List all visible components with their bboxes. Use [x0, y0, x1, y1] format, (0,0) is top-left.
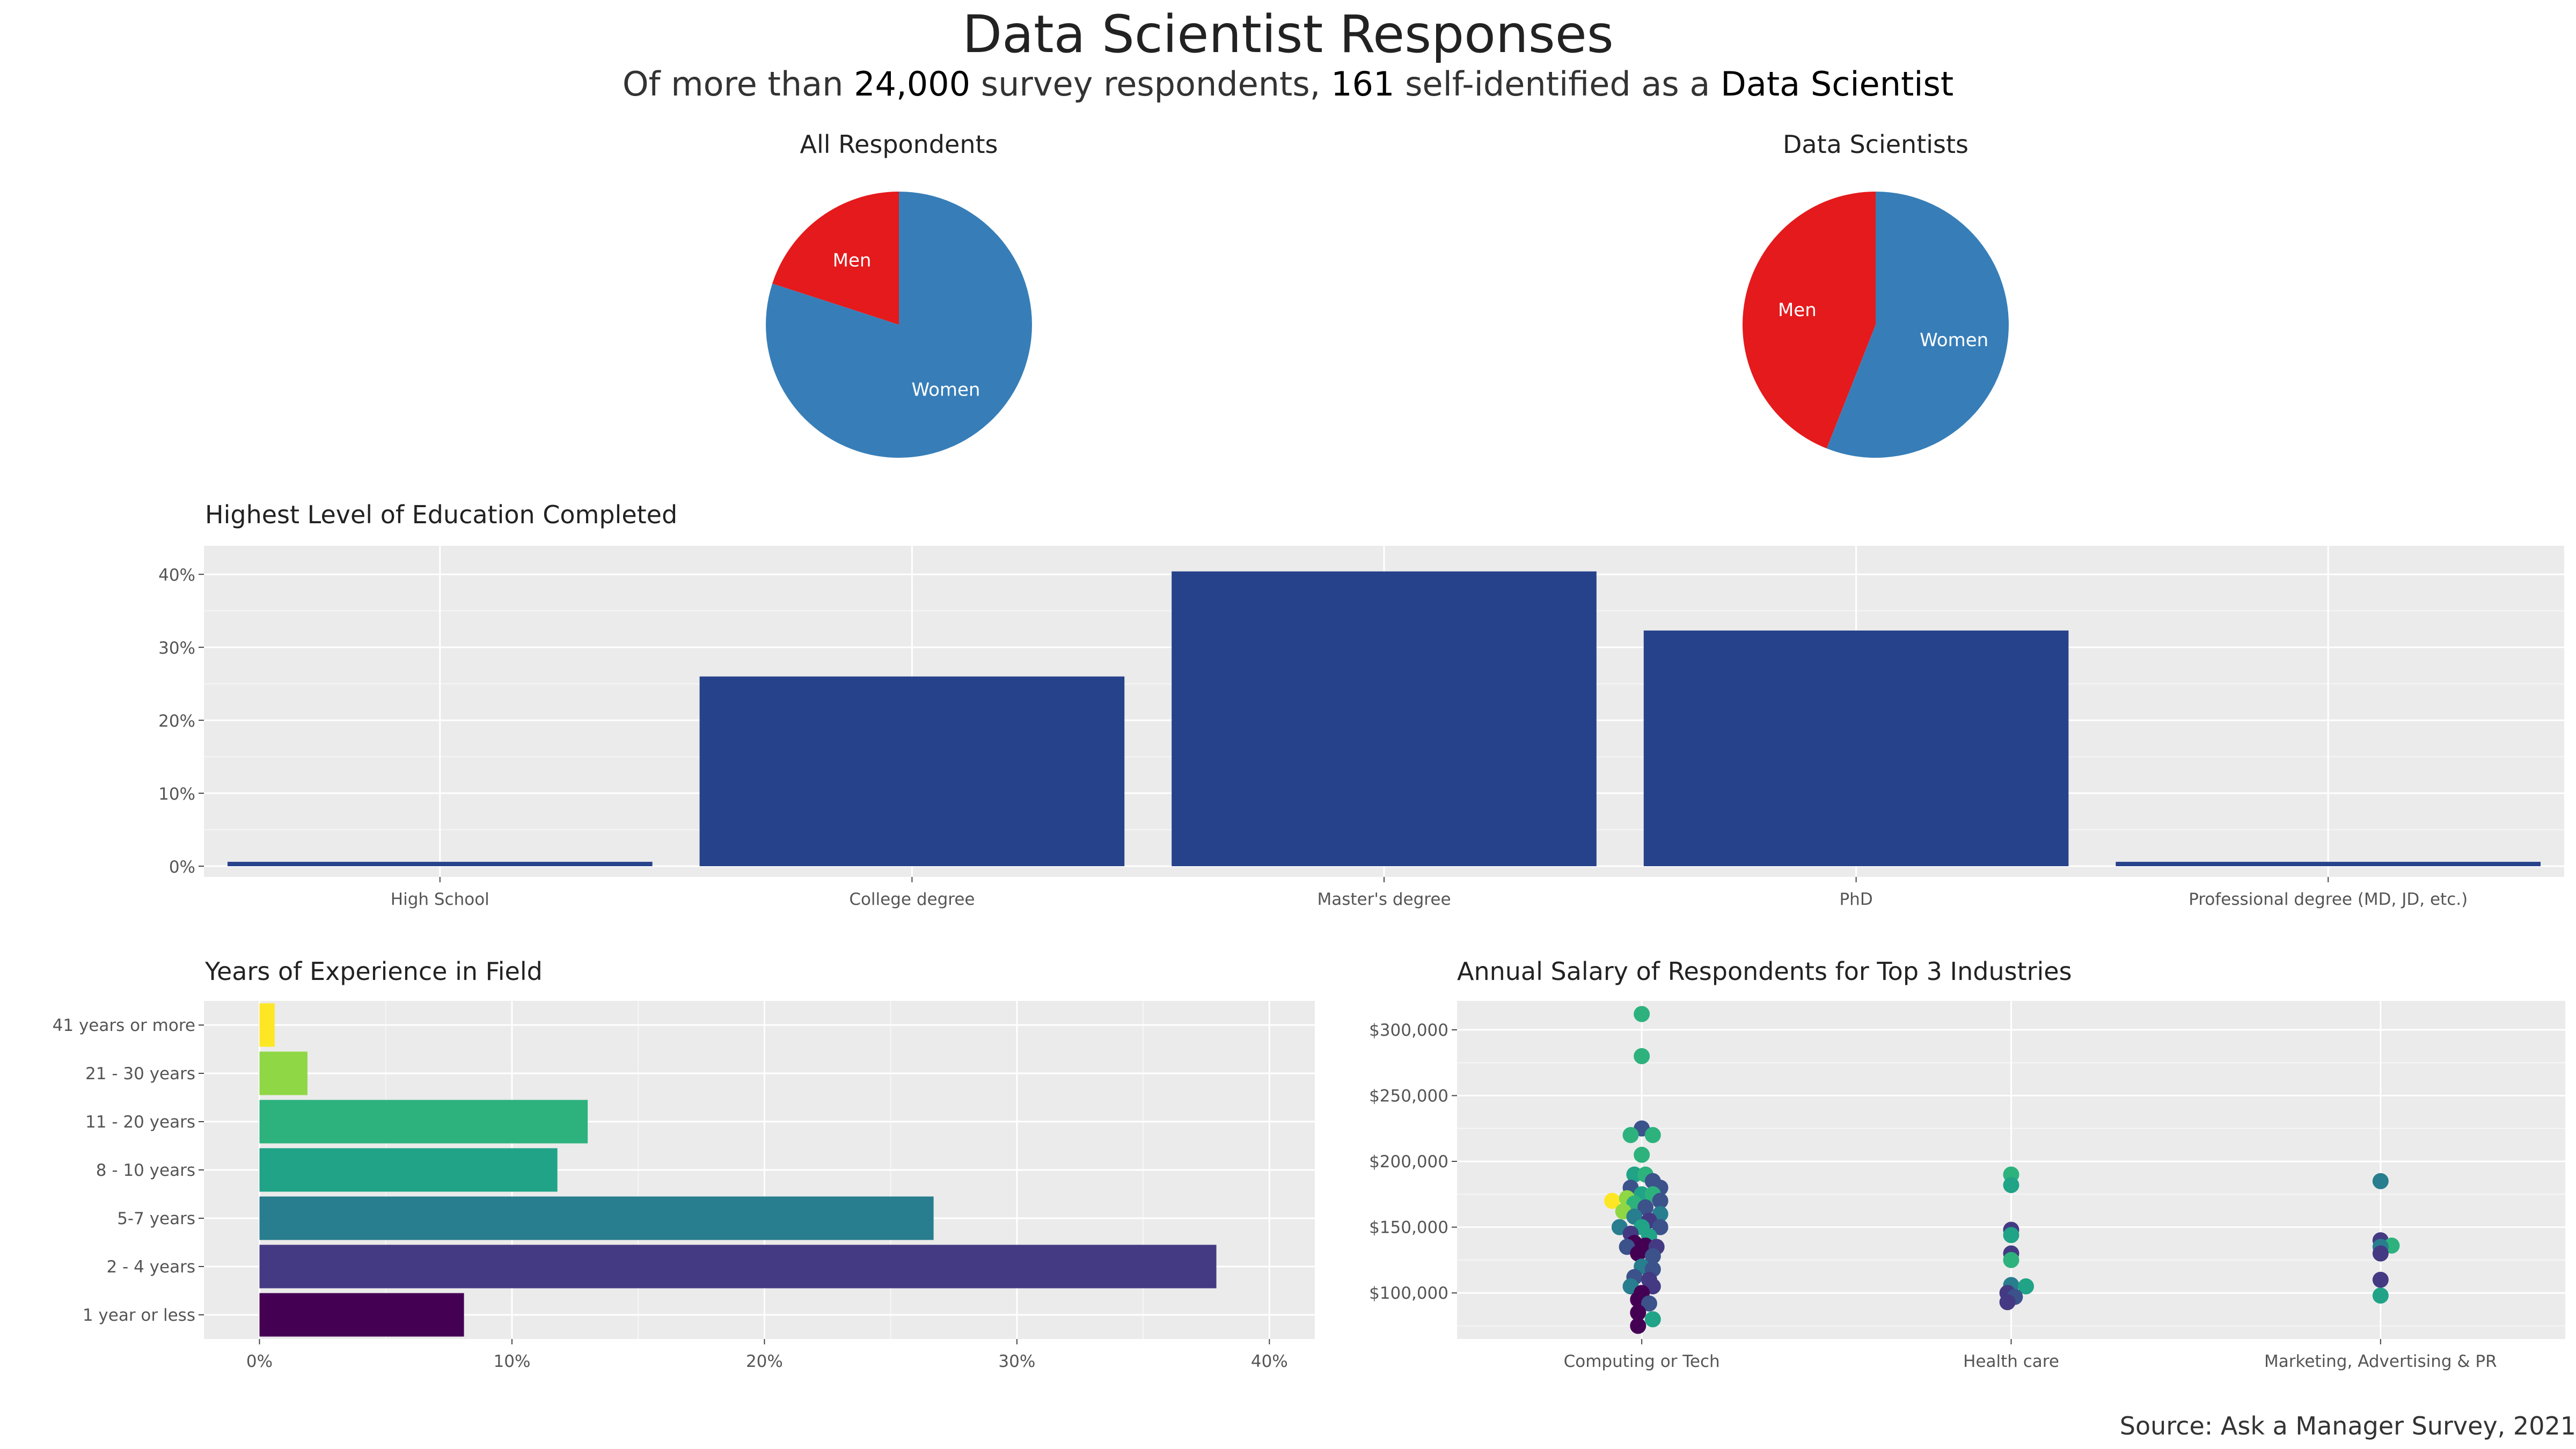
salary-chart-title: Annual Salary of Respondents for Top 3 I… [1457, 957, 2072, 986]
salary-point [1641, 1295, 1657, 1312]
salary-point [1652, 1219, 1668, 1235]
pie-1-label-women: Women [1920, 330, 1988, 351]
pie-all-respondents: Men Women [766, 192, 1032, 458]
education-chart-title: Highest Level of Education Completed [205, 500, 678, 529]
salary-point [2372, 1173, 2389, 1189]
salary-point [1630, 1245, 1646, 1262]
experience-x-tick-label: 10% [494, 1352, 531, 1371]
pie-1-slice-men [1743, 192, 1876, 449]
salary-y-tick-label: $100,000 [1369, 1284, 1448, 1303]
experience-bar-1-year-or-less [259, 1293, 464, 1337]
salary-point [2372, 1287, 2389, 1304]
salary-scatter-plot: $100,000 $150,000 $200,000 $250,000 $300,000… [1369, 1001, 2565, 1371]
salary-point [1644, 1311, 1661, 1328]
experience-bar-5-7-years [259, 1196, 934, 1240]
salary-point [1644, 1248, 1661, 1264]
salary-point [1622, 1127, 1639, 1144]
page-title: Data Scientist Responses [962, 4, 1614, 64]
education-x-tick-label: Professional degree (MD, JD, etc.) [2189, 890, 2468, 909]
education-bar-high-school [227, 861, 653, 866]
salary-y-tick-label: $250,000 [1369, 1086, 1448, 1106]
salary-point [1652, 1192, 1668, 1209]
salary-point [2003, 1252, 2019, 1268]
experience-bar-2-4-years [259, 1245, 1217, 1289]
education-x-tick-label: PhD [1839, 890, 1872, 909]
education-x-tick-label: High School [391, 890, 489, 909]
salary-point [1634, 1048, 1650, 1064]
pie-0-label-women: Women [911, 379, 980, 400]
education-bar-professional-degree-md-jd-etc [2116, 861, 2541, 866]
salary-point [2003, 1227, 2019, 1243]
pie-1-label-men: Men [1778, 299, 1817, 321]
subtitle-text-2: survey respondents, [970, 64, 1331, 104]
experience-bar-8-10-years [259, 1148, 558, 1192]
salary-point [1630, 1318, 1646, 1334]
education-x-tick-label: College degree [849, 890, 975, 909]
salary-point [2018, 1278, 2035, 1294]
experience-y-tick-label: 5-7 years [117, 1209, 195, 1228]
education-y-tick-label: 30% [158, 639, 195, 658]
experience-x-tick-label: 0% [246, 1352, 273, 1371]
salary-point [1634, 1006, 1650, 1022]
education-bar-phd [1643, 630, 2069, 866]
pie-0-label-men: Men [833, 250, 872, 272]
salary-x-tick-label: Health care [1963, 1352, 2059, 1371]
pie-0-slice-men [772, 192, 899, 325]
education-bar-master-s-degree [1172, 571, 1597, 866]
experience-y-tick-label: 2 - 4 years [106, 1257, 195, 1277]
experience-chart-title: Years of Experience in Field [205, 957, 543, 986]
pie-all-title: All Respondents [800, 130, 998, 159]
salary-point [1626, 1166, 1643, 1183]
salary-point [2003, 1177, 2019, 1194]
experience-x-tick-label: 30% [998, 1352, 1035, 1371]
experience-bar-41-years-or-more [259, 1003, 275, 1047]
salary-point [1604, 1192, 1621, 1209]
experience-x-tick-label: 40% [1251, 1352, 1288, 1371]
page-subtitle: Of more than 24,000 survey respondents, … [0, 64, 2576, 104]
salary-x-tick-label: Computing or Tech [1564, 1352, 1720, 1371]
experience-bar-21-30-years [259, 1051, 308, 1095]
subtitle-total: 24,000 [854, 64, 971, 104]
experience-y-tick-label: 41 years or more [53, 1016, 195, 1035]
subtitle-text-3: self-identified as a [1394, 64, 1721, 104]
salary-point [1644, 1127, 1661, 1144]
education-y-tick-label: 10% [158, 785, 195, 804]
experience-y-tick-label: 21 - 30 years [85, 1064, 195, 1084]
subtitle-text-1: Of more than [622, 64, 854, 104]
salary-y-tick-label: $200,000 [1369, 1152, 1448, 1172]
experience-bar-chart: 0% 10% 20% 30% 40% 1 year or less 2 - 4 years 5… [53, 1001, 1315, 1371]
education-y-tick-label: 20% [158, 712, 195, 731]
salary-point [1630, 1304, 1646, 1321]
salary-point [2372, 1271, 2389, 1288]
salary-point [2372, 1245, 2389, 1262]
salary-y-tick-label: $150,000 [1369, 1218, 1448, 1238]
education-y-tick-label: 40% [158, 566, 195, 585]
experience-y-tick-label: 1 year or less [83, 1306, 195, 1325]
education-bar-chart: 0% 10% 20% 30% 40% High School College degree M… [158, 546, 2564, 909]
salary-point [1634, 1146, 1650, 1163]
education-x-tick-label: Master's degree [1317, 890, 1451, 909]
experience-x-tick-label: 20% [746, 1352, 783, 1371]
salary-point [1637, 1199, 1654, 1216]
salary-y-tick-label: $300,000 [1369, 1021, 1448, 1040]
education-bar-college-degree [699, 676, 1125, 866]
experience-bar-11-20-years [259, 1100, 588, 1144]
pie-1-slice-women [1826, 192, 2009, 458]
education-y-tick-label: 0% [169, 858, 195, 877]
salary-x-tick-label: Marketing, Advertising & PR [2264, 1352, 2497, 1371]
pie-ds-title: Data Scientists [1783, 130, 1968, 159]
source-caption: Source: Ask a Manager Survey, 2021 [2119, 1411, 2576, 1440]
salary-point [1999, 1294, 2016, 1311]
subtitle-role: Data Scientist [1721, 64, 1954, 104]
pie-data-scientists: Men Women [1743, 192, 2009, 458]
subtitle-count: 161 [1331, 64, 1395, 104]
experience-y-tick-label: 8 - 10 years [96, 1161, 195, 1180]
experience-y-tick-label: 11 - 20 years [85, 1113, 195, 1132]
